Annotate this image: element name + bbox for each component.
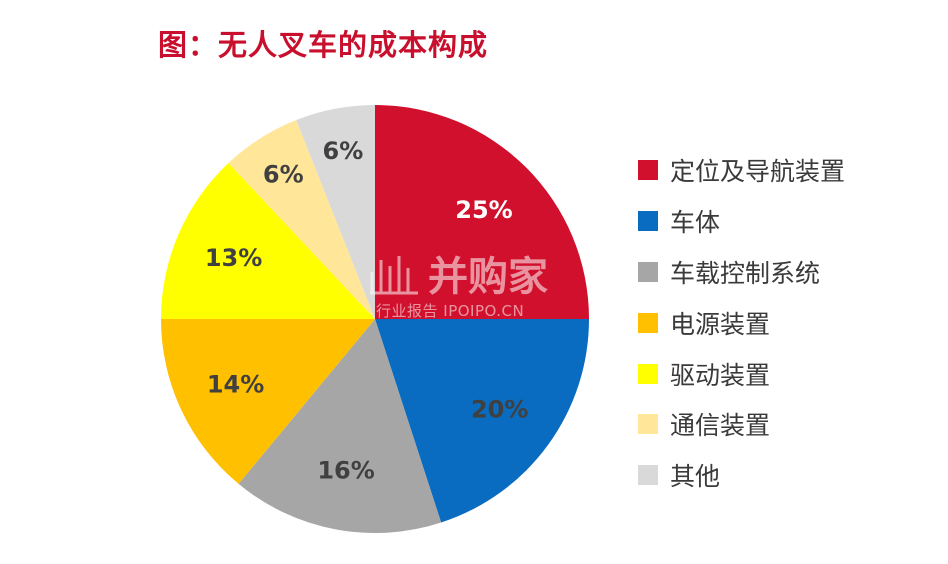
legend-label: 驱动装置	[670, 360, 771, 390]
data-label-5: 13%	[205, 244, 262, 272]
legend-item: 车载控制系统	[638, 247, 845, 298]
chart-title: 图：无人叉车的成本构成	[158, 28, 489, 62]
legend-swatch	[638, 261, 658, 282]
legend-item: 定位及导航装置	[638, 145, 845, 196]
legend-item: 电源装置	[638, 297, 845, 348]
pie-slice-5	[161, 163, 375, 319]
legend-swatch	[638, 465, 658, 486]
legend-label: 其他	[670, 462, 721, 492]
legend-item: 车体	[638, 196, 845, 247]
data-label-1: 25%	[455, 196, 512, 224]
data-label-6: 6%	[263, 161, 304, 189]
data-label-3: 16%	[317, 456, 374, 484]
legend-swatch	[638, 160, 658, 181]
pie-slice-6	[228, 120, 375, 319]
legend-item: 驱动装置	[638, 348, 845, 399]
legend-swatch	[638, 312, 658, 333]
legend-label: 定位及导航装置	[670, 157, 846, 187]
legend-label: 车载控制系统	[670, 258, 821, 288]
legend-label: 电源装置	[670, 309, 771, 339]
legend-swatch	[638, 211, 658, 232]
data-label-4: 14%	[207, 371, 264, 399]
data-label-2: 20%	[471, 396, 528, 424]
pie-slice-3	[238, 319, 442, 534]
pie-slice-1	[375, 105, 589, 319]
data-label-7: 6%	[323, 137, 364, 165]
legend-item: 其他	[638, 450, 845, 501]
legend-label: 通信装置	[670, 411, 771, 441]
pie-slice-7	[296, 105, 375, 319]
legend-label: 车体	[670, 208, 721, 238]
legend-swatch	[638, 363, 658, 384]
legend-swatch	[638, 414, 658, 435]
pie-slice-4	[161, 319, 375, 484]
legend-item: 通信装置	[638, 399, 845, 450]
chart-legend: 定位及导航装置 车体车载控制系统 电源装置驱动装置通信装置其他	[638, 145, 845, 501]
pie-slice-2	[375, 319, 589, 523]
